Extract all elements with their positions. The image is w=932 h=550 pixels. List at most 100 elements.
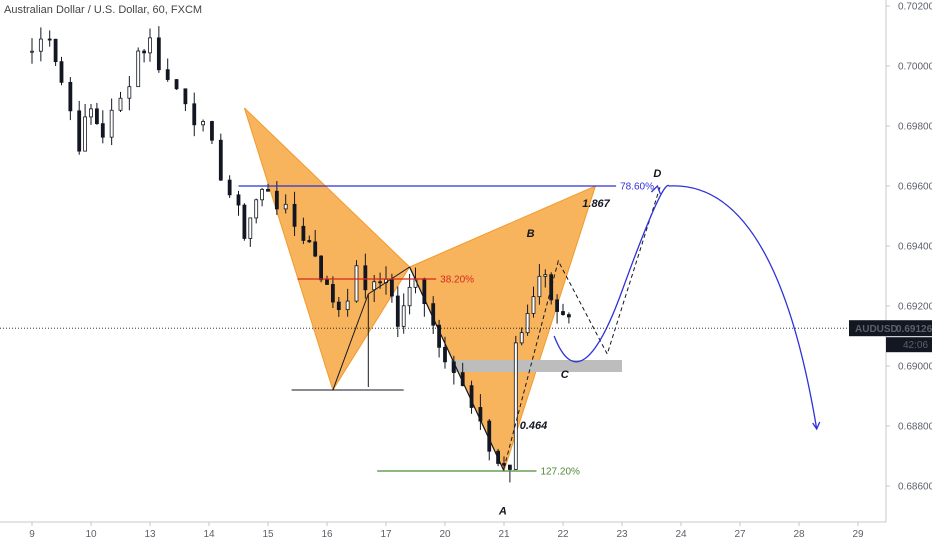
candle-body xyxy=(68,81,73,112)
candle-body xyxy=(336,301,341,310)
candle-body xyxy=(330,284,335,303)
candle-body xyxy=(127,86,132,99)
x-tick-label: 13 xyxy=(144,529,156,540)
candle-body xyxy=(531,296,536,314)
candle-body xyxy=(407,286,412,307)
candle-body xyxy=(165,69,170,80)
candle-body xyxy=(301,225,306,241)
y-tick-label: 0.70200 xyxy=(898,2,932,13)
symbol-label: AUDUSD xyxy=(855,324,898,335)
candle-body xyxy=(345,300,350,310)
candle-body xyxy=(136,50,141,88)
candle-body xyxy=(100,123,105,138)
x-tick-label: 14 xyxy=(203,529,215,540)
candle-body xyxy=(401,305,406,327)
y-tick-label: 0.68600 xyxy=(898,482,932,493)
candle-body xyxy=(242,204,247,239)
candle-body xyxy=(30,50,34,53)
pattern-leg xyxy=(368,266,410,295)
candle-body xyxy=(378,281,383,284)
countdown-tag xyxy=(886,337,932,353)
y-tick-label: 0.69800 xyxy=(898,122,932,133)
y-tick-label: 0.70000 xyxy=(898,62,932,73)
forecast-arrowhead xyxy=(650,184,662,195)
candle-body xyxy=(437,324,442,348)
pattern-point-label: C xyxy=(561,369,570,381)
ratio-label: 0.464 xyxy=(520,420,548,432)
candle-body xyxy=(537,275,542,298)
candle-body xyxy=(118,97,123,111)
candle-body xyxy=(525,313,530,334)
pattern-point-label: B xyxy=(527,228,535,240)
candle-body xyxy=(513,342,518,470)
candle-body xyxy=(248,217,253,239)
last-price-label: 0.69126 xyxy=(896,324,932,335)
candle-body xyxy=(142,50,147,54)
candle-body xyxy=(319,255,324,281)
candle-body xyxy=(395,295,400,327)
level-label: 78.60% xyxy=(620,182,654,193)
x-tick-label: 23 xyxy=(616,529,628,540)
candle-body xyxy=(555,299,559,312)
candle-body xyxy=(502,463,506,466)
y-tick-label: 0.68800 xyxy=(898,422,932,433)
candle-body xyxy=(363,265,368,291)
x-tick-label: 24 xyxy=(675,529,687,540)
level-label: 127.20% xyxy=(540,467,580,478)
x-tick-label: 27 xyxy=(734,529,746,540)
x-tick-label: 29 xyxy=(852,529,864,540)
level-label: 38.20% xyxy=(440,275,474,286)
x-tick-label: 10 xyxy=(85,529,97,540)
y-tick-label: 0.69000 xyxy=(898,362,932,373)
candle-body xyxy=(148,37,152,54)
x-tick-label: 9 xyxy=(29,529,35,540)
candle-body xyxy=(389,278,394,297)
pattern-point-label: D xyxy=(653,168,661,180)
x-tick-label: 17 xyxy=(380,529,392,540)
pattern-leg xyxy=(409,266,505,472)
candle-body xyxy=(53,38,58,63)
candle-body xyxy=(519,332,524,344)
candle-body xyxy=(59,61,64,83)
candle-body xyxy=(283,203,288,210)
candle-body xyxy=(218,139,223,181)
x-tick-label: 21 xyxy=(498,529,510,540)
candle-body xyxy=(354,265,359,302)
candle-body xyxy=(567,314,571,318)
candle-body xyxy=(156,37,161,71)
ratio-label: 1.867 xyxy=(582,198,610,210)
candle-body xyxy=(201,121,206,126)
candle-body xyxy=(266,188,270,192)
countdown-label: 42:06 xyxy=(903,340,928,351)
candle-body xyxy=(89,108,93,118)
candle-body xyxy=(307,240,312,243)
candle-body xyxy=(227,179,232,196)
candle-body xyxy=(174,79,179,90)
dashed-projection xyxy=(503,185,661,469)
x-tick-label: 15 xyxy=(262,529,274,540)
candle-body xyxy=(109,109,114,138)
candle-body xyxy=(507,464,512,470)
candle-body xyxy=(77,110,82,152)
forecast-arrowhead xyxy=(812,421,821,431)
potential-reversal-zone xyxy=(450,360,622,372)
candle-body xyxy=(325,279,329,285)
candle-body xyxy=(210,121,214,141)
candle-body xyxy=(313,241,318,257)
candle-body xyxy=(47,38,52,41)
candle-body xyxy=(260,188,265,201)
candle-body xyxy=(38,38,43,52)
candle-body xyxy=(274,190,279,210)
x-tick-label: 16 xyxy=(321,529,333,540)
candle-body xyxy=(543,274,548,277)
candle-body xyxy=(236,194,241,206)
x-tick-label: 20 xyxy=(439,529,451,540)
pattern-triangle-left xyxy=(243,107,411,392)
forecast-curve xyxy=(553,184,818,430)
pattern-leg xyxy=(332,293,369,391)
chart-title: Australian Dollar / U.S. Dollar, 60, FXC… xyxy=(4,4,203,16)
candle-body xyxy=(549,274,554,301)
y-tick-label: 0.69600 xyxy=(898,182,932,193)
candle-body xyxy=(292,203,297,227)
